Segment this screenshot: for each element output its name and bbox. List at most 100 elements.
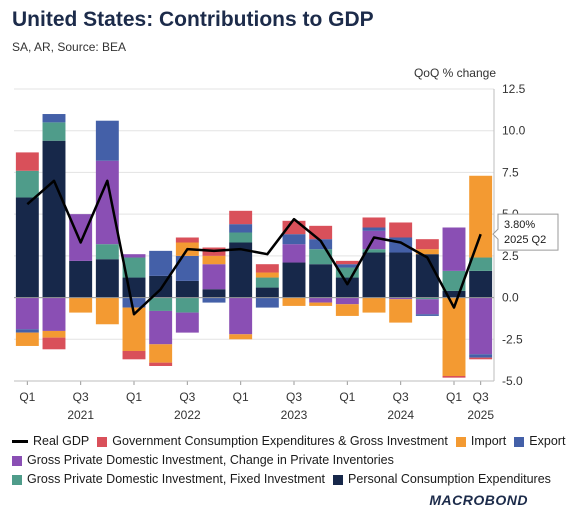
bar-segment [309,264,333,298]
y-axis-label: QoQ % change [413,66,496,80]
bar-segment [15,329,39,333]
bar-segment [282,262,306,298]
bar-segment [442,270,466,291]
brand-logo: MACROBOND [429,492,528,508]
bar-segment [335,277,359,298]
legend-label: Export [529,434,566,448]
bar-segment [362,252,386,298]
bar-segment [309,249,333,265]
bar-segment [42,337,66,350]
bar-segment [309,239,333,250]
x-tick-label: Q1 [126,390,142,404]
bar-segment [122,257,146,278]
legend-swatch [333,474,344,485]
bar-segment [149,297,173,311]
bar-segment [389,299,413,323]
bar-segment [335,264,359,268]
bar-segment [202,289,226,298]
bar-segment [415,239,439,250]
bar-segment [175,255,199,281]
bar-segment [442,290,466,298]
bar-segment [149,250,173,276]
bar-segment [42,114,66,123]
bar-segment [175,237,199,243]
bar-segment [149,362,173,366]
bar-segment [42,297,66,331]
bar-segment [389,222,413,238]
bar-segment [229,210,253,225]
bar-segment [175,280,199,298]
legend-swatch [97,436,108,447]
bar-segment [469,354,493,358]
bar-segment [175,297,199,313]
legend-item: Personal Consumption Expenditures [333,470,551,489]
bar-segment [229,297,253,335]
bar-segment [335,297,359,305]
bar-segment [389,297,413,300]
bar-segment [415,249,439,255]
bar-segment [362,227,386,231]
bar-segment [442,227,466,271]
bar-segment [255,287,279,298]
x-year-label: 2021 [67,408,94,422]
bar-segment [69,297,93,313]
bar-segment [469,357,493,360]
chart-subtitle: SA, AR, Source: BEA [12,40,127,54]
legend-label: Real GDP [33,434,90,448]
bar-segment [42,140,66,298]
bar-segment [255,264,279,273]
bar-segment [122,254,146,258]
x-tick-label: Q3 [286,390,302,404]
legend-item: Real GDP [12,432,89,451]
y-tick-label: -2.5 [502,332,523,346]
x-year-label: 2024 [387,408,414,422]
bar-segment [362,217,386,228]
bar-segment [229,232,253,243]
legend-label: Import [470,434,507,448]
callout-period: 2025 Q2 [504,234,546,246]
x-tick-label: Q1 [19,390,35,404]
bar-segment [42,122,66,141]
bar-segment [15,170,39,198]
bar-segment [122,297,146,308]
legend-item: Gross Private Domestic Investment, Chang… [12,451,394,470]
bar-segment [229,242,253,298]
bar-segment [95,297,119,325]
bar-segment [69,214,93,261]
bar-segment [149,344,173,363]
bar-segment [309,297,333,303]
bar-segment [415,254,439,298]
bar-segment [95,160,119,245]
x-year-label: 2025 [467,408,494,422]
stacked-bar-chart: 12.510.07.55.02.50.0-2.5-5.0Q1Q3Q1Q3Q1Q3… [14,82,559,422]
bar-segment [175,312,199,333]
bar-segment [389,252,413,298]
bar-segment [335,267,359,278]
chart-title: United States: Contributions to GDP [12,8,374,31]
bar-segment [15,332,39,346]
bar-segment [42,330,66,338]
real-gdp-line [26,179,482,316]
bar-segment [202,255,226,265]
legend-item: Export [514,432,565,451]
legend-swatch [12,474,22,485]
bar-segment [69,260,93,298]
legend-label: Government Consumption Expenditures & Gr… [112,434,448,448]
chart-legend: Real GDP Government Consumption Expenditu… [12,432,565,489]
bar-segment [15,152,39,171]
bar-segment [122,350,146,360]
y-tick-label: 0.0 [502,291,519,305]
y-tick-label: 7.5 [502,165,519,179]
x-tick-label: Q3 [179,390,195,404]
bar-segment [95,244,119,260]
x-year-label: 2023 [281,408,308,422]
x-tick-label: Q3 [73,390,89,404]
x-tick-label: Q1 [233,390,249,404]
bar-segment [229,224,253,233]
bar-segment [149,310,173,345]
bar-segment [282,297,306,306]
bar-segment [282,244,306,263]
bar-segment [309,225,333,240]
bar-segment [362,297,386,313]
bar-segment [469,270,493,298]
